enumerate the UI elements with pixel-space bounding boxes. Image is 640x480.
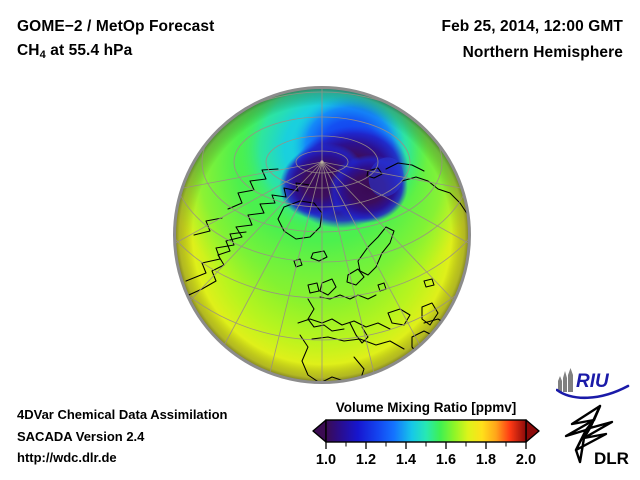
colorbar-ticks: [325, 442, 527, 449]
colorbar-arrow-right: [525, 419, 540, 443]
page-title: GOME−2 / MetOp Forecast: [17, 18, 215, 35]
riu-swoosh-icon: [555, 384, 630, 400]
colorbar-tick-labels: 1.0 1.2 1.4 1.6 1.8 2.0: [316, 452, 536, 468]
globe-limb-ring: [173, 86, 471, 384]
graticule: [175, 88, 469, 382]
colorbar-arrow-left: [312, 419, 327, 443]
colorbar-tick-label: 1.2: [356, 452, 376, 468]
hemisphere-label: Northern Hemisphere: [462, 44, 623, 61]
colorbar-tick-label: 2.0: [516, 452, 536, 468]
colorbar-tick-label: 1.0: [316, 452, 336, 468]
riu-wordmark: RIU: [576, 371, 610, 392]
colorbar: Volume Mixing Ratio [ppmv]: [312, 400, 540, 474]
species-level-label: CH4 at 55.4 hPa: [17, 42, 132, 61]
colorbar-tick-label: 1.4: [396, 452, 416, 468]
credit-line-method: 4DVar Chemical Data Assimilation: [17, 407, 228, 422]
timestamp-label: Feb 25, 2014, 12:00 GMT: [441, 18, 623, 35]
riu-spires-icon: [558, 368, 573, 392]
dlr-wordmark: DLR: [594, 449, 629, 468]
dlr-logo: DLR: [560, 404, 632, 473]
colorbar-tick-label: 1.8: [476, 452, 496, 468]
credits-block: 4DVar Chemical Data Assimilation SACADA …: [17, 404, 228, 469]
level-text: at 55.4 hPa: [45, 42, 133, 59]
species-subscript: 4: [39, 49, 46, 61]
riu-logo: RIU: [555, 368, 632, 405]
dlr-pinwheel-icon: [564, 404, 614, 464]
credit-line-version: SACADA Version 2.4: [17, 428, 145, 444]
colorbar-gradient: [325, 419, 527, 443]
colorbar-minor-ticks: [345, 442, 507, 447]
species-name: CH: [17, 42, 40, 59]
colorbar-title: Volume Mixing Ratio [ppmv]: [335, 400, 517, 415]
credit-line-url: http://wdc.dlr.de: [17, 450, 117, 465]
globe-map: [172, 85, 472, 385]
colorbar-tick-label: 1.6: [436, 452, 456, 468]
north-pole-marker: [320, 160, 324, 164]
